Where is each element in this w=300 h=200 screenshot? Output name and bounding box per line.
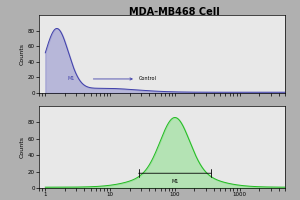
Text: MDA-MB468 Cell: MDA-MB468 Cell [129,7,219,17]
Text: M1: M1 [171,179,178,184]
Text: M1: M1 [68,76,75,81]
Y-axis label: Counts: Counts [20,43,25,65]
Text: Control: Control [139,76,157,81]
Y-axis label: Counts: Counts [20,136,25,158]
